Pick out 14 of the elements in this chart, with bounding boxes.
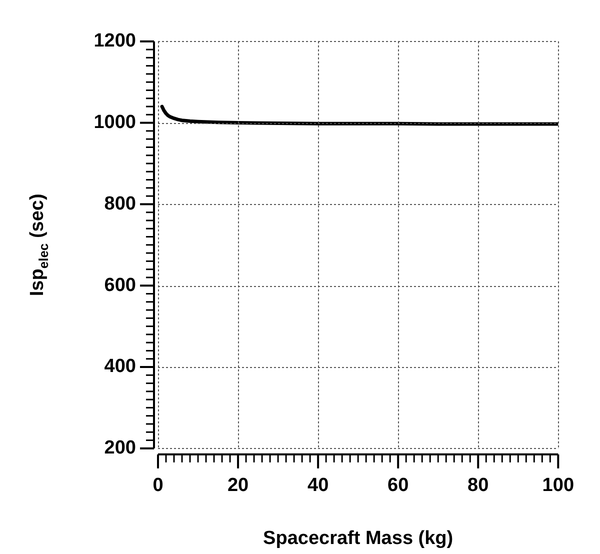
x-tick-label: 0 <box>152 475 164 496</box>
x-tick-label: 40 <box>307 475 329 496</box>
y-tick-label: 400 <box>104 356 136 378</box>
x-tick-label: 80 <box>468 475 489 496</box>
x-tick-label: 100 <box>542 475 574 496</box>
y-tick-label: 200 <box>104 438 136 459</box>
x-axis-title: Spacecraft Mass (kg) <box>263 528 454 549</box>
x-tick-label: 20 <box>227 475 249 496</box>
y-tick-label: 800 <box>104 193 136 214</box>
y-axis-title: Ispelec (sec) <box>27 194 51 296</box>
y-tick-label: 1000 <box>94 112 136 134</box>
y-tick-label: 1200 <box>94 30 136 52</box>
y-tick-label: 600 <box>104 274 136 296</box>
x-tick-label: 60 <box>388 475 409 496</box>
